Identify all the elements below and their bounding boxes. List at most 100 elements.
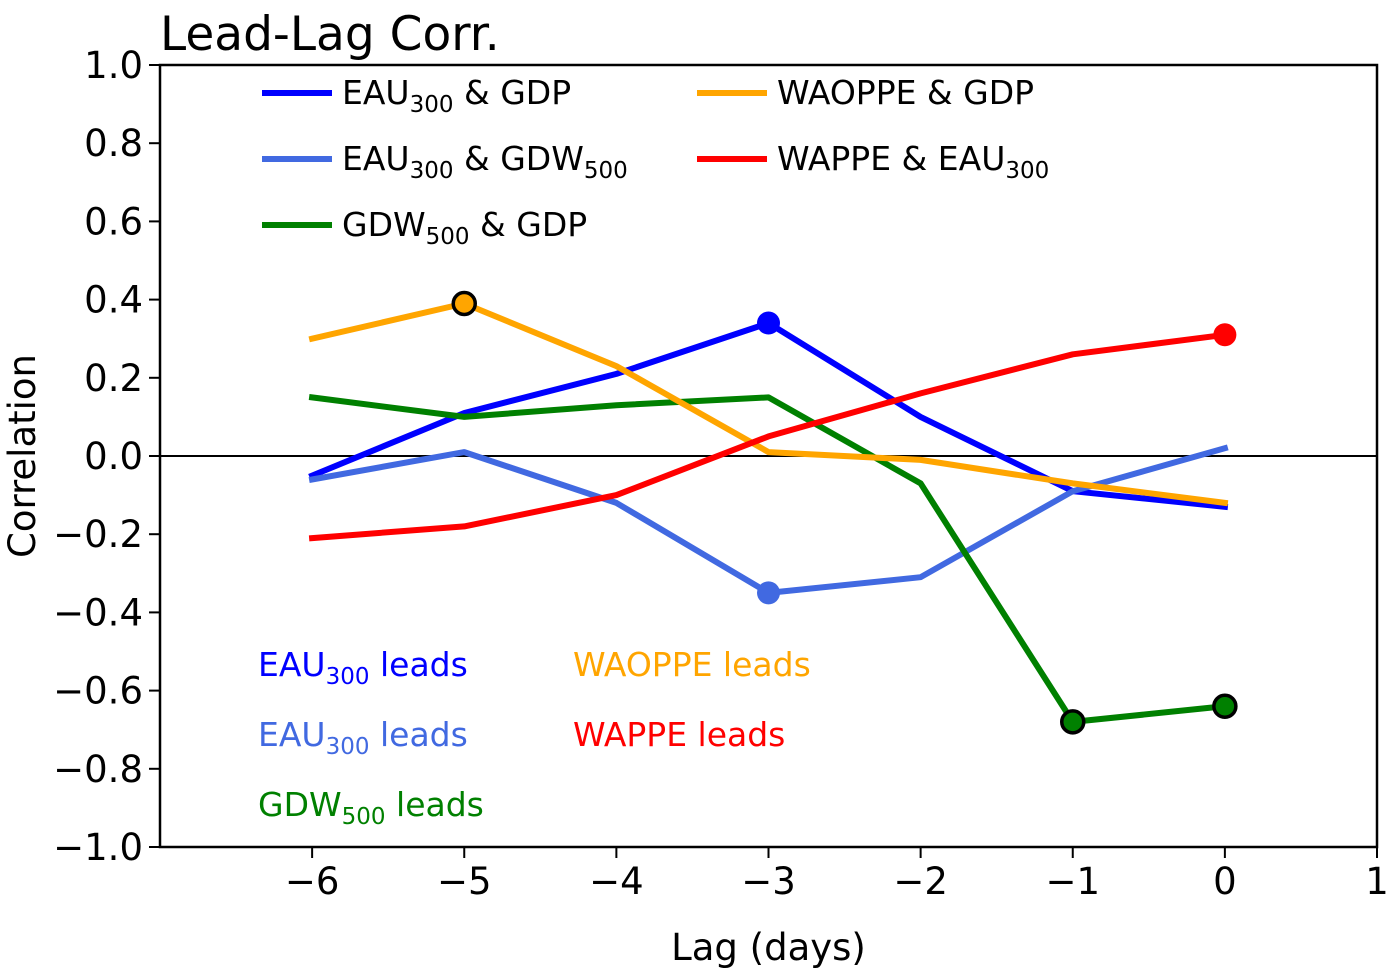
data-point-eau300-gdw500 [918,574,924,580]
data-point-gdw500-gdp [766,394,771,400]
legend-label: GDW500 & GDP [342,205,587,250]
annotation-eau300-leads: EAU300 leads [258,645,468,690]
data-point-wappe-eau300 [613,492,619,498]
legend-label-text: & GDP [470,205,588,244]
legend-entry-waoppe-gdp: WAOPPE & GDP [697,73,1034,112]
annotation-eau300-leads-text: leads [370,645,468,684]
highlight-marker-eau300-gdw500 [757,581,780,605]
legend-entry-eau300-gdw500: EAU300 & GDW500 [262,139,628,184]
annotation-waoppe-leads-text: WAOPPE leads [573,645,811,684]
legend-entry-wappe-eau300: WAPPE & EAU300 [697,139,1049,184]
legend-label-subscript: 300 [410,158,454,184]
legend-label-subscript: 500 [584,158,628,184]
highlight-marker-gdw500-gdp [1212,693,1238,719]
highlight-marker-waoppe-gdp [451,290,477,317]
annotation-eau300-leads-subscript: 300 [326,664,370,690]
data-point-waoppe-gdp [918,457,924,463]
highlight-marker-eau300-gdp [757,311,780,335]
legend-label: EAU300 & GDW500 [342,139,628,184]
annotation-gdw500-leads-text: GDW [258,785,342,824]
legend-label-text: EAU [342,73,410,112]
y-tick-label: 0.4 [84,279,143,322]
series-wappe-eau300 [308,331,1229,542]
x-tick-label: 1 [1365,860,1389,903]
legend-label: WAPPE & EAU300 [777,139,1049,184]
annotation-waoppe-leads: WAOPPE leads [573,645,811,684]
legend-label-text: & GDW [454,139,584,178]
annotation-eau300-leads-2-text: EAU [258,715,326,754]
annotation-gdw500-leads: GDW500 leads [258,785,484,830]
axes-layer: 1.0 0.8 0.6 0.4 0.2 0.0 −0.2 −0.4 −0.6 −0.8 −1.0 −6… [53,44,1389,903]
data-point-wappe-eau300 [1070,351,1076,357]
x-tick-label: −6 [285,860,340,903]
legend-label: WAOPPE & GDP [777,73,1034,112]
legend-label-text: WAPPE & EAU [777,139,1005,178]
data-point-waoppe-gdp [1070,480,1076,486]
legend-label-text: & GDP [454,73,572,112]
data-point-waoppe-gdp [309,336,315,342]
legend-label: EAU300 & GDP [342,73,571,118]
highlight-marker-gdw500-gdp [1060,709,1086,735]
data-point-eau300-gdw500 [309,476,315,482]
data-point-eau300-gdw500 [461,449,467,455]
data-point-waoppe-gdp [1222,500,1228,506]
data-point-eau300-gdw500 [1070,488,1076,494]
y-tick-label: −0.8 [53,748,143,791]
legend-label-text: GDW [342,205,426,244]
x-tick-label: −1 [1045,860,1100,903]
frame-layer [158,63,1379,849]
annotation-eau300-leads-text: EAU [258,645,326,684]
legend-label-subscript: 300 [410,92,454,118]
data-point-wappe-eau300 [918,390,924,396]
series-layer [308,290,1238,735]
y-tick-label: 0.8 [84,122,143,165]
data-point-gdw500-gdp [613,402,619,408]
data-point-waoppe-gdp [613,363,619,369]
y-tick-label: 0.2 [84,357,143,400]
y-tick-label: 0.6 [84,200,143,243]
y-tick-label: 0.0 [84,435,143,478]
data-point-gdw500-gdp [918,480,924,486]
x-tick-label: −4 [589,860,644,903]
annotation-gdw500-leads-subscript: 500 [342,804,386,830]
data-point-eau300-gdw500 [613,500,619,506]
data-point-wappe-eau300 [309,535,315,541]
highlight-marker-wappe-eau300 [1213,323,1237,347]
annotation-wappe-leads-text: WAPPE leads [573,715,785,754]
y-tick-label: −1.0 [53,826,143,869]
annotation-eau300-leads-2-text: leads [370,715,468,754]
data-point-eau300-gdp [613,371,619,377]
data-point-waoppe-gdp [766,449,771,455]
chart-title: Lead-Lag Corr. [160,7,500,62]
plot-frame [158,63,1379,849]
annotation-eau300-leads-2: EAU300 leads [258,715,468,760]
legend-entry-gdw500-gdp: GDW500 & GDP [262,205,587,250]
x-tick-label: −3 [741,860,796,903]
data-point-eau300-gdp [918,414,924,420]
x-tick-label: 0 [1213,860,1237,903]
y-tick-label: −0.4 [53,591,143,634]
data-point-gdw500-gdp [461,414,467,420]
x-tick-label: −2 [893,860,948,903]
legend-label-text: EAU [342,139,410,178]
data-point-eau300-gdw500 [1222,445,1228,451]
annotation-wappe-leads: WAPPE leads [573,715,785,754]
x-tick-label: −5 [437,860,492,903]
y-tick-label: −0.6 [53,670,143,713]
annotation-gdw500-leads-text: leads [386,785,484,824]
legend-label-text: WAOPPE & GDP [777,73,1034,112]
y-tick-label: −0.2 [53,513,143,556]
y-tick-label: 1.0 [84,44,143,87]
legend-label-subscript: 300 [1005,158,1049,184]
data-point-wappe-eau300 [461,523,467,529]
data-point-wappe-eau300 [766,433,771,439]
legend-entry-eau300-gdp: EAU300 & GDP [262,73,571,118]
x-axis-label: Lag (days) [671,926,866,969]
data-point-gdw500-gdp [309,394,315,400]
legend-label-subscript: 500 [426,224,470,250]
annotation-eau300-leads-2-subscript: 300 [326,734,370,760]
y-axis-label: Correlation [1,354,44,558]
